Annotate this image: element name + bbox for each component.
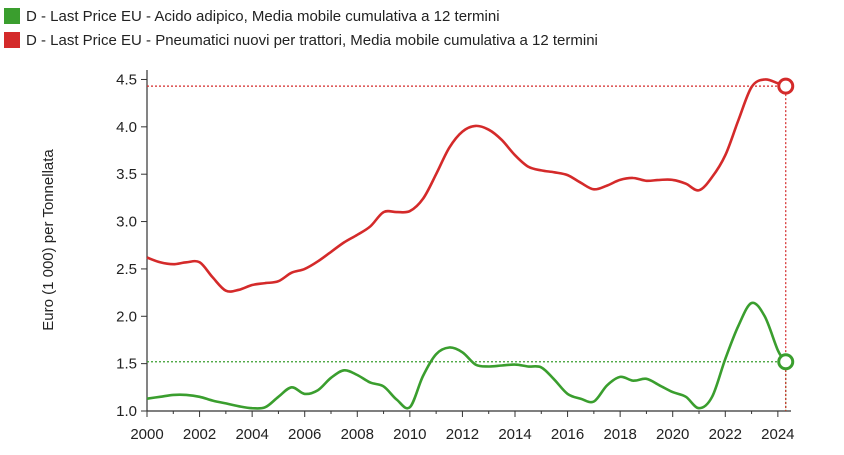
legend-item-adipic-acid[interactable]: D - Last Price EU - Acido adipico, Media… (4, 4, 598, 28)
end-markers[interactable] (777, 77, 795, 371)
x-tick-label: 2020 (656, 426, 689, 443)
x-tick-label: 2022 (709, 426, 742, 443)
x-tick-label: 2018 (603, 426, 636, 443)
y-tick-label: 2.0 (116, 308, 137, 325)
axes: 1.0 1.5 2.0 2.5 3.0 3.5 4.0 4.5 2000 2002 2004 2006… (116, 70, 795, 443)
series-line-adipic-acid (146, 301, 787, 410)
y-tick-label: 4.0 (116, 119, 137, 136)
series-lines (146, 78, 787, 410)
series-line-tractor-tyres (146, 78, 787, 293)
x-tick-label: 2004 (235, 426, 268, 443)
x-tick-label: 2002 (183, 426, 216, 443)
legend-swatch-red (4, 32, 20, 48)
x-tick-label: 2016 (551, 426, 584, 443)
end-marker-tractor-tyres[interactable] (777, 77, 795, 95)
legend-swatch-green (4, 8, 20, 24)
y-tick-label: 3.5 (116, 166, 137, 183)
legend-label-adipic-acid: D - Last Price EU - Acido adipico, Media… (26, 7, 500, 25)
x-tick-label: 2000 (130, 426, 163, 443)
y-tick-label: 1.5 (116, 356, 137, 373)
x-tick-label: 2008 (341, 426, 374, 443)
y-tick-label: 3.0 (116, 214, 137, 231)
x-tick-label: 2024 (761, 426, 794, 443)
y-axis-label: Euro (1 000) per Tonnellata (40, 149, 57, 331)
legend: D - Last Price EU - Acido adipico, Media… (4, 4, 598, 52)
x-tick-label: 2014 (498, 426, 531, 443)
x-tick-label: 2006 (288, 426, 321, 443)
x-tick-label: 2012 (446, 426, 479, 443)
y-tick-label: 1.0 (116, 403, 137, 420)
last-value-guides (147, 85, 787, 411)
end-marker-adipic-acid[interactable] (777, 353, 795, 371)
legend-label-tractor-tyres: D - Last Price EU - Pneumatici nuovi per… (26, 31, 598, 49)
x-tick-label: 2010 (393, 426, 426, 443)
y-tick-label: 2.5 (116, 261, 137, 278)
y-tick-label: 4.5 (116, 71, 137, 88)
legend-item-tractor-tyres[interactable]: D - Last Price EU - Pneumatici nuovi per… (4, 28, 598, 52)
